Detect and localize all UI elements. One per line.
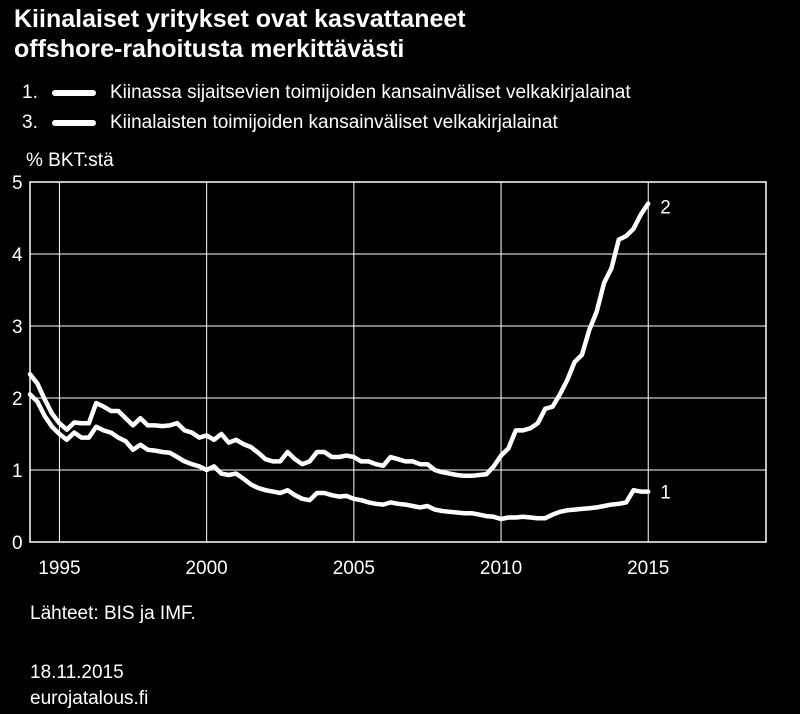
x-tick-label: 2015 bbox=[627, 558, 669, 579]
x-tick-label: 2005 bbox=[333, 558, 375, 579]
legend-swatch bbox=[52, 120, 96, 126]
x-tick-label: 1995 bbox=[38, 558, 80, 579]
series-line-1 bbox=[27, 392, 651, 522]
legend-label: Kiinalaisten toimijoiden kansainväliset … bbox=[110, 112, 558, 133]
source-note: Lähteet: BIS ja IMF. bbox=[30, 603, 196, 624]
legend-number: 3. bbox=[22, 112, 38, 133]
publish-date: 18.11.2015 bbox=[30, 662, 124, 683]
legend-item-1: 1. Kiinassa sijaitsevien toimijoiden kan… bbox=[22, 78, 631, 108]
grid-lines bbox=[30, 182, 766, 542]
legend-swatch bbox=[52, 90, 96, 96]
y-tick-label: 0 bbox=[12, 533, 23, 554]
site-name: eurojatalous.fi bbox=[30, 688, 149, 709]
chart-legend: 1. Kiinassa sijaitsevien toimijoiden kan… bbox=[22, 78, 631, 138]
chart-title-line2: offshore-rahoitusta merkittävästi bbox=[14, 35, 405, 63]
plot-frame bbox=[29, 181, 767, 543]
y-tick-label: 3 bbox=[12, 317, 23, 338]
y-tick-label: 2 bbox=[12, 389, 23, 410]
series-end-label-2: 2 bbox=[660, 198, 671, 219]
series-end-label-1: 1 bbox=[660, 483, 671, 504]
y-tick-label: 5 bbox=[12, 173, 23, 194]
series-end-labels: 12 bbox=[660, 198, 671, 504]
y-tick-label: 4 bbox=[12, 245, 23, 266]
series-lines bbox=[27, 201, 651, 522]
y-tick-label: 1 bbox=[12, 461, 23, 482]
chart-title-line1: Kiinalaiset yritykset ovat kasvattaneet bbox=[14, 5, 466, 33]
y-tick-labels: 0 1 2 3 4 5 bbox=[12, 173, 23, 554]
chart-title: Kiinalaiset yritykset ovat kasvattaneet o… bbox=[14, 4, 794, 64]
x-tick-label: 2000 bbox=[185, 558, 227, 579]
legend-number: 1. bbox=[22, 82, 38, 103]
series-line-2 bbox=[27, 201, 651, 479]
x-tick-labels: 1995 2000 2005 2010 2015 bbox=[38, 558, 669, 579]
y-unit-label: % BKT:stä bbox=[26, 150, 114, 171]
legend-label: Kiinassa sijaitsevien toimijoiden kansai… bbox=[110, 82, 631, 103]
legend-item-2: 3. Kiinalaisten toimijoiden kansainvälis… bbox=[22, 108, 631, 138]
x-tick-label: 2010 bbox=[480, 558, 522, 579]
